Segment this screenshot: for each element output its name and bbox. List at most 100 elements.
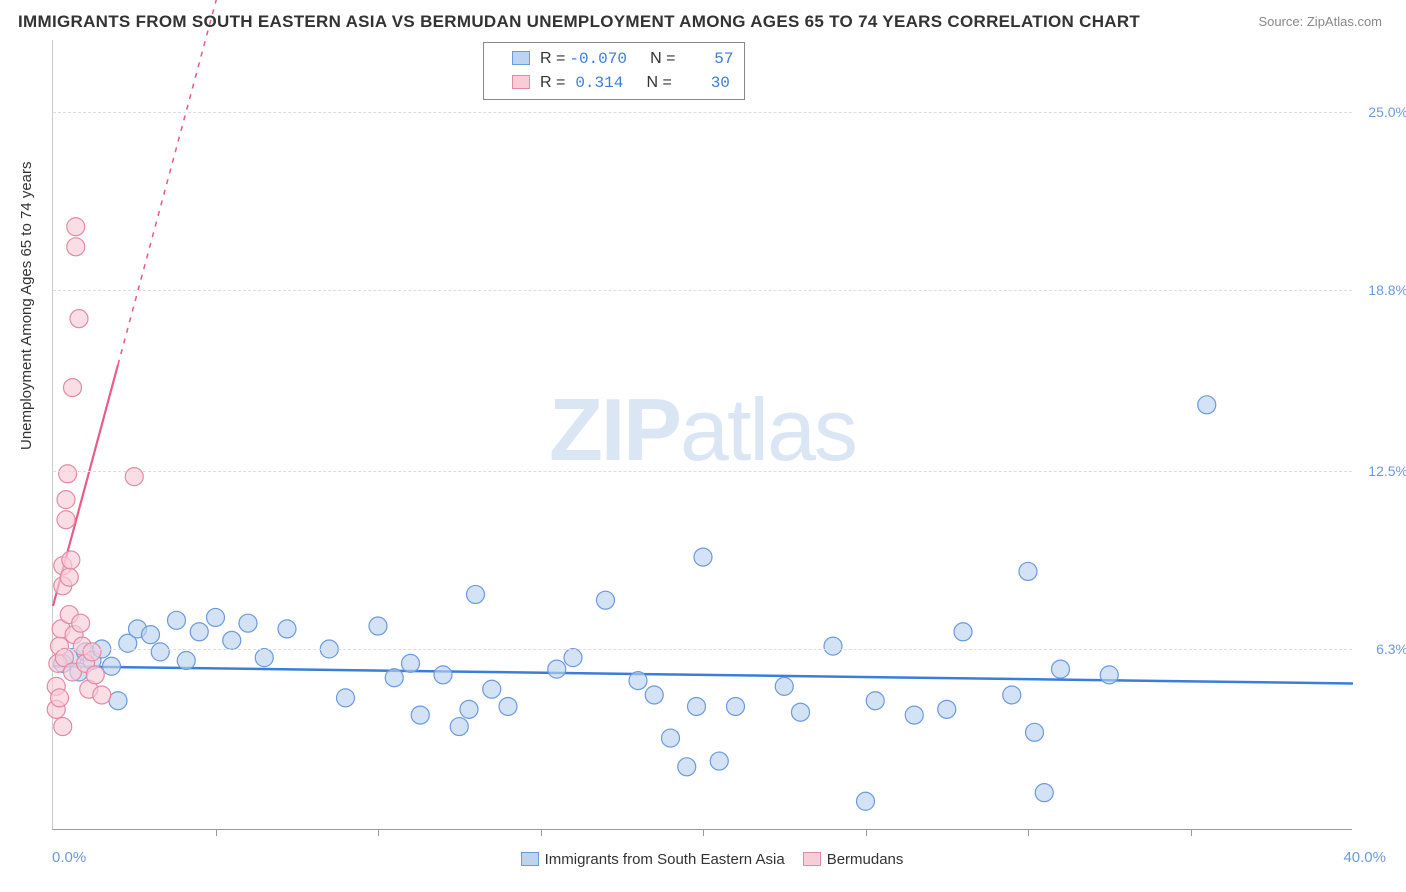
legend-row: R =-0.070 N = 57 <box>494 47 734 71</box>
data-point <box>239 614 257 632</box>
legend-swatch <box>512 51 530 65</box>
legend-label: Bermudans <box>827 851 904 868</box>
data-point <box>255 649 273 667</box>
n-value: 57 <box>680 47 734 71</box>
data-point <box>694 548 712 566</box>
data-point <box>460 700 478 718</box>
data-point <box>824 637 842 655</box>
data-point <box>710 752 728 770</box>
legend-swatch <box>521 852 539 866</box>
x-tick <box>1191 829 1192 836</box>
x-tick <box>866 829 867 836</box>
data-point <box>1019 562 1037 580</box>
correlation-legend: R =-0.070 N = 57R =0.314 N =30 <box>483 42 745 100</box>
gridline <box>53 290 1352 291</box>
data-point <box>57 511 75 529</box>
r-label: R = <box>540 74 565 91</box>
data-point <box>727 697 745 715</box>
data-point <box>1052 660 1070 678</box>
data-point <box>1100 666 1118 684</box>
data-point <box>67 218 85 236</box>
data-point <box>59 465 77 483</box>
data-point <box>142 626 160 644</box>
legend-swatch <box>512 75 530 89</box>
data-point <box>688 697 706 715</box>
data-point <box>954 623 972 641</box>
x-tick <box>216 829 217 836</box>
y-tick-label: 25.0% <box>1368 104 1406 120</box>
data-point <box>548 660 566 678</box>
data-point <box>467 585 485 603</box>
data-point <box>662 729 680 747</box>
data-point <box>866 692 884 710</box>
data-point <box>54 718 72 736</box>
data-point <box>483 680 501 698</box>
data-point <box>57 491 75 509</box>
chart-title: IMMIGRANTS FROM SOUTH EASTERN ASIA VS BE… <box>18 12 1140 32</box>
source-label: Source: ZipAtlas.com <box>1258 14 1382 29</box>
n-value: 30 <box>676 71 730 95</box>
legend-swatch <box>803 852 821 866</box>
data-point <box>93 686 111 704</box>
data-point <box>70 310 88 328</box>
gridline <box>53 112 1352 113</box>
data-point <box>223 631 241 649</box>
data-point <box>109 692 127 710</box>
data-point <box>792 703 810 721</box>
x-tick <box>703 829 704 836</box>
n-label: N = <box>650 50 675 67</box>
data-point <box>1026 723 1044 741</box>
plot-area: ZIPatlas R =-0.070 N =57R =0.314 N =30 6… <box>52 40 1352 830</box>
r-value: 0.314 <box>569 71 623 95</box>
data-point <box>857 792 875 810</box>
trend-line <box>118 0 264 365</box>
data-point <box>64 379 82 397</box>
data-point <box>411 706 429 724</box>
legend-row: R =0.314 N =30 <box>494 71 734 95</box>
r-label: R = <box>540 50 565 67</box>
y-tick-label: 6.3% <box>1376 641 1406 657</box>
data-point <box>190 623 208 641</box>
data-point <box>1003 686 1021 704</box>
data-point <box>385 669 403 687</box>
data-point <box>168 611 186 629</box>
data-point <box>177 652 195 670</box>
data-point <box>1198 396 1216 414</box>
data-point <box>434 666 452 684</box>
data-point <box>645 686 663 704</box>
data-point <box>67 238 85 256</box>
data-point <box>83 643 101 661</box>
data-point <box>278 620 296 638</box>
data-point <box>678 758 696 776</box>
y-tick-label: 12.5% <box>1368 463 1406 479</box>
r-value: -0.070 <box>569 47 627 71</box>
data-point <box>402 654 420 672</box>
x-tick <box>541 829 542 836</box>
data-point <box>60 568 78 586</box>
data-point <box>337 689 355 707</box>
y-axis-label: Unemployment Among Ages 65 to 74 years <box>18 161 35 450</box>
data-point <box>369 617 387 635</box>
data-point <box>86 666 104 684</box>
trend-line <box>53 666 1353 683</box>
legend-label: Immigrants from South Eastern Asia <box>545 851 785 868</box>
data-point <box>72 614 90 632</box>
data-point <box>597 591 615 609</box>
gridline <box>53 471 1352 472</box>
data-point <box>564 649 582 667</box>
data-point <box>629 672 647 690</box>
data-point <box>62 551 80 569</box>
data-point <box>103 657 121 675</box>
x-tick <box>1028 829 1029 836</box>
data-point <box>499 697 517 715</box>
y-tick-label: 18.8% <box>1368 282 1406 298</box>
gridline <box>53 649 1352 650</box>
x-tick <box>378 829 379 836</box>
data-point <box>450 718 468 736</box>
data-point <box>938 700 956 718</box>
data-point <box>51 689 69 707</box>
chart-svg <box>53 40 1353 830</box>
data-point <box>905 706 923 724</box>
data-point <box>775 677 793 695</box>
data-point <box>207 608 225 626</box>
